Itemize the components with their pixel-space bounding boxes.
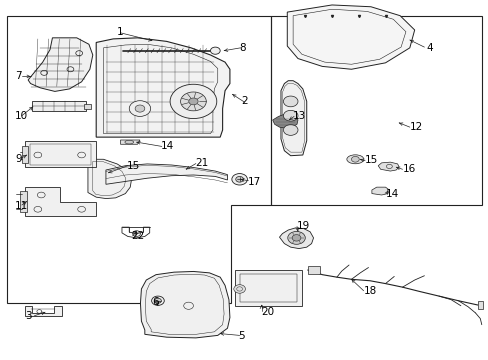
Circle shape: [129, 101, 150, 116]
Polygon shape: [25, 141, 96, 167]
Polygon shape: [96, 38, 229, 137]
Text: 14: 14: [161, 141, 174, 151]
Polygon shape: [120, 140, 140, 144]
Text: 15: 15: [365, 156, 378, 165]
Circle shape: [154, 298, 161, 303]
Text: 16: 16: [402, 164, 415, 174]
Polygon shape: [377, 162, 398, 171]
Polygon shape: [281, 81, 306, 156]
Text: 22: 22: [131, 231, 144, 242]
Polygon shape: [307, 266, 319, 274]
Polygon shape: [279, 228, 313, 249]
Text: 2: 2: [241, 96, 247, 107]
Ellipse shape: [346, 155, 363, 164]
Polygon shape: [25, 187, 96, 216]
Polygon shape: [272, 114, 297, 128]
Circle shape: [235, 176, 243, 182]
Circle shape: [351, 157, 359, 162]
Polygon shape: [106, 164, 227, 184]
Circle shape: [231, 174, 247, 185]
Circle shape: [170, 84, 216, 118]
Text: 3: 3: [25, 311, 31, 321]
Text: 18: 18: [363, 287, 376, 296]
Text: 20: 20: [261, 307, 274, 317]
Text: 14: 14: [385, 189, 398, 199]
Text: 15: 15: [126, 161, 140, 171]
Polygon shape: [28, 38, 93, 91]
Text: 17: 17: [247, 177, 261, 187]
Text: 19: 19: [296, 221, 309, 231]
Text: 11: 11: [15, 201, 28, 211]
Polygon shape: [31, 101, 86, 111]
Polygon shape: [25, 306, 62, 316]
Text: 9: 9: [15, 154, 21, 163]
Circle shape: [233, 285, 245, 293]
Polygon shape: [84, 104, 91, 109]
Text: 12: 12: [409, 122, 422, 132]
Text: 10: 10: [15, 111, 28, 121]
Circle shape: [180, 92, 206, 111]
Text: 8: 8: [239, 43, 246, 53]
Circle shape: [151, 296, 164, 305]
Polygon shape: [477, 301, 482, 309]
Polygon shape: [88, 159, 131, 199]
Text: 1: 1: [117, 27, 123, 37]
Circle shape: [283, 111, 297, 121]
Polygon shape: [234, 270, 301, 306]
Text: 21: 21: [195, 158, 208, 168]
Circle shape: [188, 98, 198, 105]
Ellipse shape: [124, 140, 133, 144]
Text: 4: 4: [426, 43, 432, 53]
Circle shape: [135, 105, 144, 112]
Text: 5: 5: [238, 332, 245, 342]
Circle shape: [291, 235, 300, 241]
Text: 7: 7: [15, 71, 21, 81]
Text: 13: 13: [292, 111, 306, 121]
Circle shape: [210, 47, 220, 54]
Polygon shape: [140, 271, 229, 338]
Polygon shape: [287, 5, 414, 69]
Circle shape: [283, 96, 297, 107]
Polygon shape: [22, 147, 28, 163]
Polygon shape: [20, 191, 27, 212]
Circle shape: [287, 231, 305, 244]
Polygon shape: [371, 187, 388, 195]
Text: 6: 6: [152, 297, 159, 307]
Circle shape: [283, 125, 297, 135]
